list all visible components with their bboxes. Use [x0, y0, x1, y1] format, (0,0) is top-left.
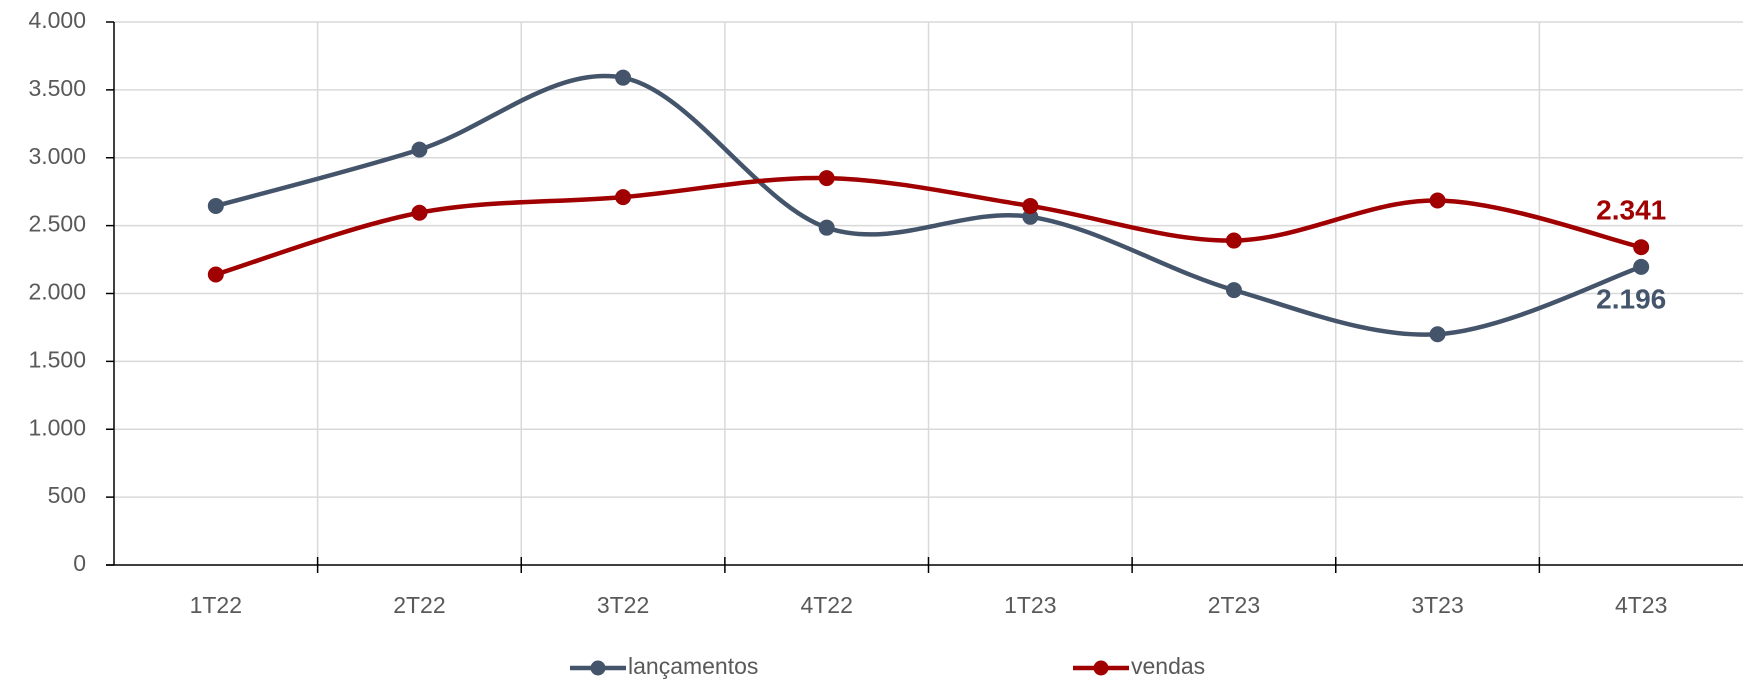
point	[1022, 197, 1039, 214]
y-tick-label: 2.000	[28, 279, 86, 305]
point	[411, 141, 428, 158]
point	[1225, 282, 1242, 299]
y-tick-label: 2.500	[28, 211, 86, 237]
point	[1633, 258, 1650, 275]
y-tick-label: 500	[48, 482, 86, 508]
point	[1633, 239, 1650, 256]
point	[615, 189, 632, 206]
legend-label: lançamentos	[628, 653, 758, 679]
x-tick-label: 3T23	[1411, 592, 1463, 618]
y-tick-label: 4.000	[28, 7, 86, 33]
y-tick-label: 3.000	[28, 143, 86, 169]
y-tick-label: 3.500	[28, 75, 86, 101]
point	[818, 170, 835, 187]
point	[207, 197, 224, 214]
y-tick-label: 1.000	[28, 414, 86, 440]
point	[411, 204, 428, 221]
x-tick-label: 1T23	[1004, 592, 1056, 618]
x-tick-label: 3T22	[597, 592, 649, 618]
point	[1429, 326, 1446, 343]
point	[615, 69, 632, 86]
point	[207, 266, 224, 283]
point	[818, 219, 835, 236]
legend-marker	[1093, 660, 1109, 676]
y-tick-label: 0	[73, 550, 86, 576]
x-tick-label: 2T22	[393, 592, 445, 618]
x-tick-label: 4T22	[800, 592, 852, 618]
legend-label: vendas	[1131, 653, 1205, 679]
point	[1429, 192, 1446, 209]
y-tick-label: 1.500	[28, 346, 86, 372]
x-tick-label: 2T23	[1208, 592, 1260, 618]
series-line	[215, 73, 1642, 337]
point	[1225, 232, 1242, 249]
value-label: 2.341	[1596, 195, 1666, 226]
value-label: 2.196	[1596, 283, 1666, 314]
legend-marker	[590, 660, 606, 676]
series-line	[215, 175, 1642, 277]
x-tick-label: 4T23	[1615, 592, 1667, 618]
x-tick-label: 1T22	[190, 592, 242, 618]
